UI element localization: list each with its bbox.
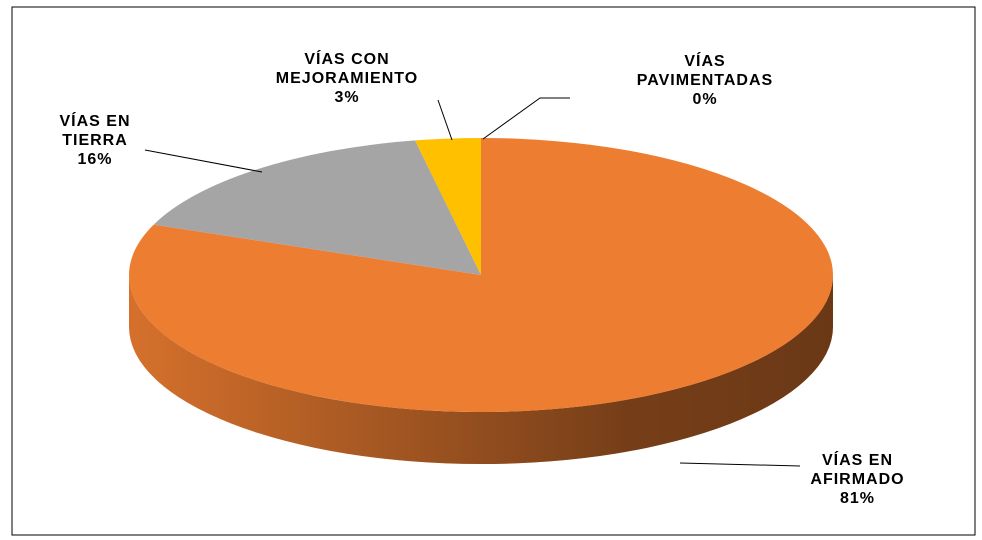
leader-line bbox=[679, 462, 801, 467]
slice bbox=[415, 138, 481, 275]
data-label: VÍAS PAVIMENTADAS 0% bbox=[630, 52, 780, 109]
slice bbox=[153, 140, 481, 275]
category-label: VÍAS EN TIERRA bbox=[59, 113, 131, 149]
data-label: VÍAS EN TIERRA 16% bbox=[40, 112, 150, 169]
value-label: 81% bbox=[839, 490, 876, 507]
chart-frame bbox=[11, 6, 976, 536]
slice-side-shade bbox=[129, 275, 833, 464]
data-label: VÍAS EN AFIRMADO 81% bbox=[800, 451, 915, 508]
value-label: 16% bbox=[77, 151, 113, 168]
category-label: VÍAS EN AFIRMADO bbox=[810, 452, 905, 488]
category-label: VÍAS PAVIMENTADAS bbox=[636, 53, 774, 89]
data-label: VÍAS CON MEJORAMIENTO 3% bbox=[262, 50, 432, 107]
leader-line bbox=[482, 97, 570, 140]
value-label: 0% bbox=[692, 91, 718, 108]
category-label: VÍAS CON MEJORAMIENTO bbox=[275, 51, 419, 87]
value-label: 3% bbox=[334, 89, 360, 106]
leader-line bbox=[144, 149, 263, 173]
leader-line bbox=[437, 99, 453, 141]
